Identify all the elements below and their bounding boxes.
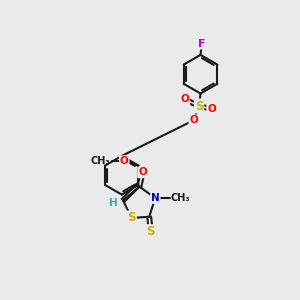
Text: S: S [195, 100, 203, 112]
Text: H: H [109, 198, 118, 208]
Text: S: S [146, 225, 155, 238]
Text: N: N [151, 193, 160, 203]
Text: O: O [189, 115, 198, 125]
Text: O: O [138, 167, 147, 177]
Text: F: F [198, 39, 206, 49]
Text: CH₃: CH₃ [90, 156, 110, 166]
Text: O: O [120, 156, 129, 166]
Text: O: O [180, 94, 189, 104]
Text: CH₃: CH₃ [171, 193, 190, 203]
Text: O: O [207, 104, 216, 114]
Text: S: S [128, 212, 136, 224]
